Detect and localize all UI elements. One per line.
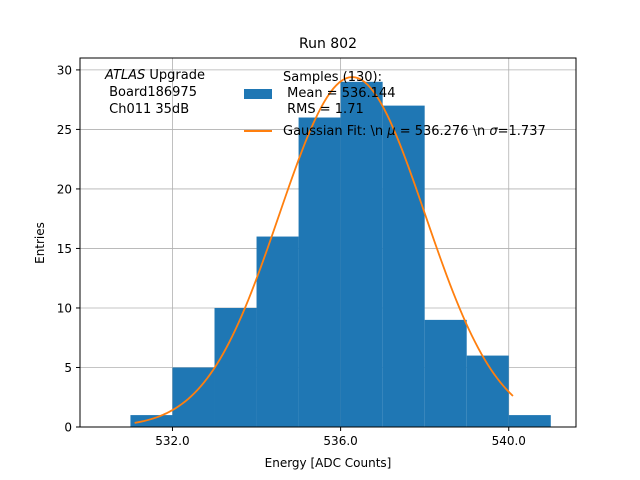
legend-fit-text-c: =1.737 — [498, 124, 546, 139]
annotation-line-1: ATLAS Upgrade — [104, 68, 205, 83]
histogram-bar — [466, 355, 509, 427]
legend-hist-line-2: Mean = 536.144 — [283, 86, 395, 101]
legend-fit-text-b: = 536.276 \n — [396, 124, 490, 139]
histogram-bar — [298, 117, 341, 428]
histogram-bar — [508, 415, 551, 427]
histogram-bar — [424, 319, 467, 427]
y-tick-label: 25 — [57, 123, 72, 137]
y-tick-label: 15 — [57, 242, 72, 256]
histogram-bar — [130, 415, 173, 427]
x-axis-label: Energy [ADC Counts] — [265, 456, 392, 470]
legend: Samples (130): Mean = 536.144 RMS = 1.71… — [244, 70, 546, 139]
legend-hist-line-3: RMS = 1.71 — [283, 102, 364, 117]
legend-fit-label: Gaussian Fit: \n μ = 536.276 \n σ=1.737 — [283, 124, 546, 139]
y-tick-label: 20 — [57, 182, 72, 196]
legend-hist-line-1: Samples (130): — [283, 70, 382, 85]
annotation-atlas: ATLAS — [104, 68, 145, 83]
legend-hist-swatch — [244, 89, 272, 99]
gaussian-fit — [134, 76, 514, 424]
axis-ticks: 532.0 536.0 540.0 0 5 10 15 20 25 30 — [57, 63, 526, 448]
annotation-upgrade: Upgrade — [145, 68, 205, 83]
y-axis-label: Entries — [33, 222, 47, 264]
annotation-line-2: Board186975 — [105, 85, 197, 100]
y-tick-label: 5 — [64, 361, 72, 375]
x-tick-label: 532.0 — [155, 434, 189, 448]
y-tick-label: 30 — [57, 63, 72, 77]
legend-fit-mu: μ — [386, 124, 395, 139]
plot-frame — [79, 57, 577, 428]
histogram-bar — [382, 105, 425, 427]
histogram-bar — [340, 81, 383, 427]
histogram-bar — [256, 236, 299, 427]
x-tick-label: 540.0 — [492, 434, 526, 448]
annotation-line-3: Ch011 35dB — [105, 102, 189, 117]
chart-title: Run 802 — [299, 36, 357, 52]
legend-fit-sigma: σ — [489, 124, 498, 139]
fit-curve — [134, 76, 514, 424]
atlas-annotation: ATLAS Upgrade Board186975 Ch011 35dB — [104, 68, 205, 117]
y-tick-label: 0 — [64, 421, 72, 435]
histogram-bar — [214, 307, 257, 427]
legend-fit-text-a: Gaussian Fit: \n — [283, 124, 387, 139]
y-tick-label: 10 — [57, 301, 72, 315]
x-tick-label: 536.0 — [323, 434, 357, 448]
